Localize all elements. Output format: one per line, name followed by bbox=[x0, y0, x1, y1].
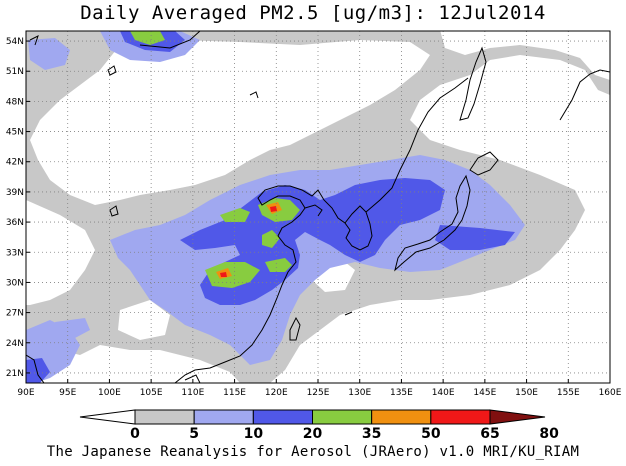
axis-ticks: 90E 95E 100E 105E 110E 115E 120E 125E 130E 135E 14… bbox=[6, 37, 622, 398]
colorbar-label: 50 bbox=[421, 426, 441, 442]
tick-label-lon: 95E bbox=[59, 388, 76, 398]
footer-credit: The Japanese Reanalysis for Aerosol (JRA… bbox=[46, 444, 580, 460]
map-gridlines bbox=[26, 31, 610, 383]
colorbar-swatch bbox=[193, 409, 254, 425]
tick-label-lat: 39N bbox=[6, 188, 24, 198]
tick-label-lon: 140E bbox=[432, 388, 455, 398]
colorbar-swatch bbox=[430, 409, 491, 425]
tick-label-lat: 48N bbox=[6, 97, 24, 107]
colorbar-label: 10 bbox=[244, 426, 264, 442]
tick-label-lat: 21N bbox=[6, 369, 24, 379]
tick-label-lon: 155E bbox=[557, 388, 580, 398]
tick-label-lat: 30N bbox=[6, 278, 24, 288]
tick-label-lon: 130E bbox=[348, 388, 371, 398]
tick-label-lon: 100E bbox=[98, 388, 121, 398]
colorbar-arrow-high bbox=[489, 409, 546, 425]
tick-label-lon: 120E bbox=[265, 388, 288, 398]
tick-label-lon: 145E bbox=[473, 388, 496, 398]
colorbar-label: 65 bbox=[480, 426, 499, 442]
colorbar-swatch bbox=[371, 409, 432, 425]
coastlines bbox=[26, 31, 610, 383]
tick-label-lat: 27N bbox=[6, 309, 24, 319]
tick-label-lat: 54N bbox=[6, 37, 24, 47]
colorbar-swatch bbox=[312, 409, 373, 425]
colorbar-label: 5 bbox=[189, 426, 199, 442]
tick-label-lat: 42N bbox=[6, 158, 24, 168]
map-plot-area: 90E 95E 100E 105E 110E 115E 120E 125E 130E 135E 14… bbox=[6, 30, 622, 398]
pm25-band-35-50 bbox=[130, 31, 300, 288]
tick-label-lon: 160E bbox=[599, 388, 622, 398]
colorbar-label: 0 bbox=[130, 426, 140, 442]
colorbar-label: 20 bbox=[303, 426, 323, 442]
tick-label-lon: 125E bbox=[307, 388, 330, 398]
colorbar-label: 35 bbox=[362, 426, 381, 442]
tick-label-lat: 36N bbox=[6, 218, 24, 228]
tick-label-lon: 110E bbox=[181, 388, 204, 398]
tick-label-lon: 105E bbox=[140, 388, 163, 398]
tick-label-lon: 90E bbox=[17, 388, 34, 398]
tick-label-lat: 51N bbox=[6, 67, 24, 77]
colorbar-swatch bbox=[252, 409, 313, 425]
tick-label-lon: 115E bbox=[223, 388, 246, 398]
colorbar-swatch bbox=[134, 409, 195, 425]
tick-label-lon: 150E bbox=[515, 388, 538, 398]
tick-label-lat: 24N bbox=[6, 339, 24, 349]
tick-label-lat: 45N bbox=[6, 128, 24, 138]
colorbar-arrow-low bbox=[79, 409, 136, 425]
tick-label-lat: 33N bbox=[6, 248, 24, 258]
colorbar: 0 5 10 20 35 50 65 80 bbox=[79, 409, 559, 442]
chart-title: Daily Averaged PM2.5 [ug/m3]: 12Jul2014 bbox=[80, 2, 546, 24]
colorbar-label: 80 bbox=[539, 426, 559, 442]
tick-label-lon: 135E bbox=[390, 388, 413, 398]
